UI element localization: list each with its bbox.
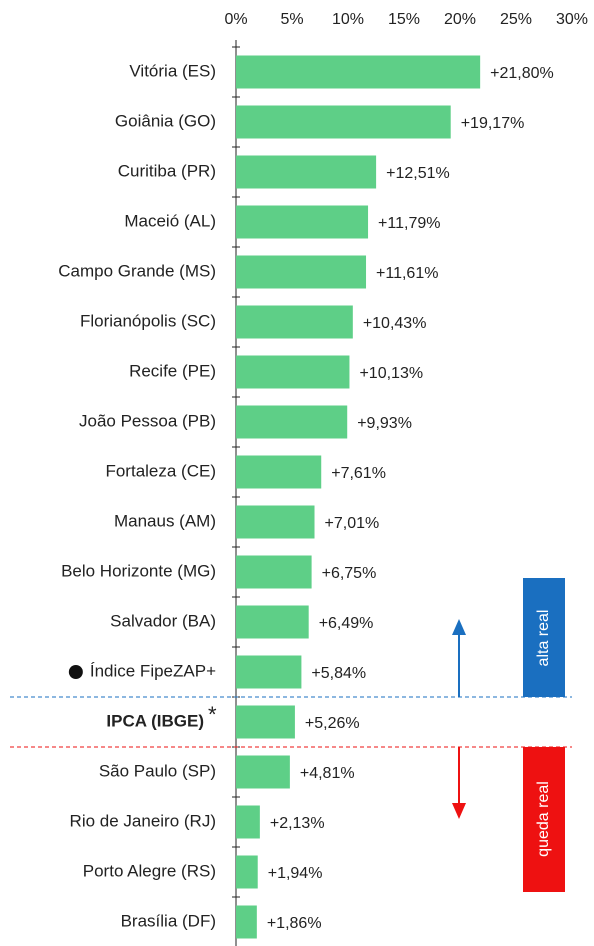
value-label: +10,43% xyxy=(363,315,427,332)
x-tick-label: 30% xyxy=(556,11,588,28)
value-label: +4,81% xyxy=(300,765,355,782)
category-label: João Pessoa (PB) xyxy=(79,411,216,430)
value-label: +21,80% xyxy=(490,65,554,82)
bar xyxy=(236,305,353,339)
category-label: Manaus (AM) xyxy=(114,511,216,530)
value-label: +6,49% xyxy=(319,615,374,632)
zone-label: alta real xyxy=(535,610,552,667)
bar xyxy=(236,655,302,689)
value-label: +5,84% xyxy=(311,665,366,682)
value-label: +1,94% xyxy=(268,865,323,882)
category-label: Goiânia (GO) xyxy=(115,111,216,130)
legend-dot xyxy=(68,665,83,679)
value-label: +11,61% xyxy=(376,265,438,282)
x-tick-label: 15% xyxy=(388,11,420,28)
category-label: Curitiba (PR) xyxy=(118,161,216,180)
bar xyxy=(236,55,481,89)
bar xyxy=(236,355,350,389)
value-label: +7,61% xyxy=(331,465,386,482)
footnote-mark: * xyxy=(208,702,217,727)
value-label: +19,17% xyxy=(461,115,525,132)
category-label: Campo Grande (MS) xyxy=(58,261,216,280)
bar xyxy=(236,155,377,189)
bar xyxy=(236,505,315,539)
bar xyxy=(236,555,312,589)
category-label: Salvador (BA) xyxy=(110,611,216,630)
category-label: Índice FipeZAP+ xyxy=(90,661,216,680)
category-label: Brasília (DF) xyxy=(121,911,216,930)
value-label: +1,86% xyxy=(267,915,322,932)
x-tick-label: 5% xyxy=(280,11,303,28)
category-label: Porto Alegre (RS) xyxy=(83,861,216,880)
category-label: Maceió (AL) xyxy=(124,211,216,230)
value-label: +5,26% xyxy=(305,715,360,732)
bar xyxy=(236,805,260,839)
bar xyxy=(236,105,451,139)
zone-box xyxy=(523,578,565,697)
bar xyxy=(236,905,257,939)
value-label: +11,79% xyxy=(378,215,440,232)
bar xyxy=(236,405,348,439)
category-label: Vitória (ES) xyxy=(129,61,216,80)
value-label: +7,01% xyxy=(325,515,380,532)
value-label: +9,93% xyxy=(357,415,412,432)
arrow-head xyxy=(452,803,466,819)
bar xyxy=(236,255,367,289)
category-label: Florianópolis (SC) xyxy=(80,311,216,330)
bar xyxy=(236,855,258,889)
bar xyxy=(236,605,309,639)
category-label: IPCA (IBGE) xyxy=(106,711,204,730)
category-label: Fortaleza (CE) xyxy=(105,461,216,480)
category-label: Recife (PE) xyxy=(129,361,216,380)
x-tick-label: 20% xyxy=(444,11,476,28)
category-label: Belo Horizonte (MG) xyxy=(61,561,216,580)
value-label: +12,51% xyxy=(386,165,450,182)
value-label: +6,75% xyxy=(322,565,377,582)
arrow-head xyxy=(452,619,466,635)
bar xyxy=(236,455,322,489)
x-tick-label: 10% xyxy=(332,11,364,28)
value-label: +10,13% xyxy=(359,365,423,382)
category-label: São Paulo (SP) xyxy=(99,761,216,780)
zone-box xyxy=(523,747,565,892)
value-label: +2,13% xyxy=(270,815,325,832)
x-tick-label: 25% xyxy=(500,11,532,28)
x-tick-label: 0% xyxy=(224,11,247,28)
category-label: Rio de Janeiro (RJ) xyxy=(70,811,216,830)
bar xyxy=(236,755,290,789)
bar xyxy=(236,705,295,739)
bar xyxy=(236,205,369,239)
zone-label: queda real xyxy=(535,781,552,857)
